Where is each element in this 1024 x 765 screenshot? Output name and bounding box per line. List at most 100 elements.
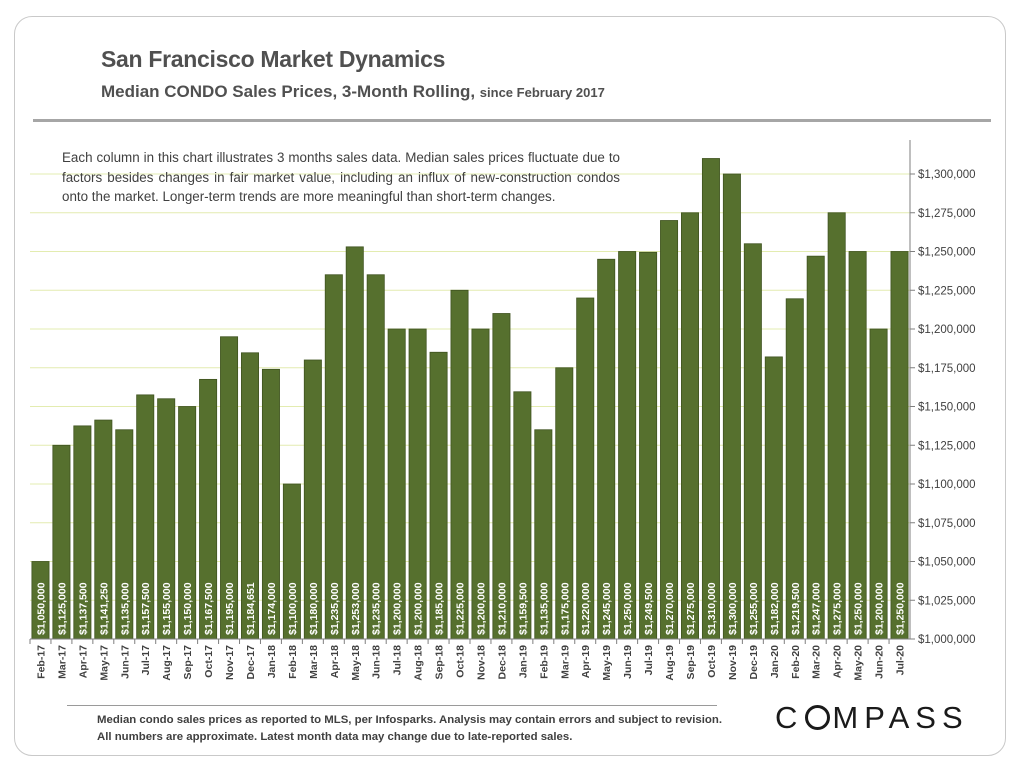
y-tick-label: $1,200,000 [918,324,976,336]
x-tick-label: Feb-18 [287,645,299,679]
x-tick-label: Jan-19 [517,645,529,678]
x-tick-label: Aug-18 [413,645,425,681]
x-tick-label: Feb-17 [35,645,47,679]
subtitle-date-range: since February 2017 [479,85,605,100]
x-tick-label: Jun-18 [371,645,383,679]
header-divider [33,119,991,122]
x-tick-label: Mar-20 [811,645,823,679]
bar [681,212,699,640]
logo-text-mpass: MPASS [832,700,969,735]
y-tick-label: $1,175,000 [918,363,976,375]
bar-value-label: $1,253,000 [350,582,362,635]
bar [639,251,658,640]
x-tick-label: Jul-18 [392,645,404,676]
bar [806,255,825,640]
bar-value-label: $1,184,651 [245,582,257,635]
y-tick-label: $1,225,000 [918,285,976,297]
x-tick-label: Oct-17 [203,645,215,678]
bar-value-label: $1,135,000 [119,582,131,635]
bar-value-label: $1,157,500 [140,582,152,635]
bar-value-label: $1,050,000 [35,582,47,635]
x-tick-label: Aug-17 [161,645,173,681]
x-tick-label: Mar-18 [308,645,320,679]
bar-value-label: $1,135,000 [538,582,550,635]
bar-value-label: $1,247,000 [811,582,823,635]
compass-logo: C MPASS [775,700,969,736]
bar-value-label: $1,195,000 [224,582,236,635]
x-tick-label: May-20 [853,645,865,681]
bar-value-label: $1,249,500 [643,582,655,635]
x-tick-label: Nov-18 [475,645,487,680]
bar-value-label: $1,125,000 [56,582,68,635]
bar [827,212,846,640]
bar [743,243,762,640]
bar [848,251,867,640]
bar-value-label: $1,270,000 [664,582,676,635]
y-tick-label: $1,275,000 [918,208,976,220]
x-tick-label: May-18 [350,645,362,681]
bar-value-label: $1,137,500 [77,582,89,635]
x-tick-label: Apr-20 [832,645,844,678]
footnote: Median condo sales prices as reported to… [97,714,722,743]
bar-value-label: $1,200,000 [413,582,425,635]
bar-value-label: $1,220,000 [580,582,592,635]
x-tick-label: Mar-17 [56,645,68,679]
x-tick-label: Jul-19 [643,645,655,676]
x-tick-label: May-17 [98,645,110,681]
x-tick-label: Apr-17 [77,645,89,678]
bar-value-label: $1,210,000 [496,582,508,635]
x-tick-label: Jun-20 [874,645,886,679]
x-tick-label: Jul-20 [895,645,907,676]
bar-value-label: $1,250,000 [895,582,907,635]
x-tick-label: Oct-18 [455,645,467,678]
bar [701,158,720,640]
subtitle-main: Median CONDO Sales Prices, 3-Month Rolli… [101,82,476,101]
bar-value-label: $1,275,000 [832,582,844,635]
chart-note: Each column in this chart illustrates 3 … [62,150,620,205]
bar-value-label: $1,155,000 [161,582,173,635]
y-tick-label: $1,250,000 [918,247,976,259]
bar [345,246,364,640]
bar-value-label: $1,219,500 [790,582,802,635]
logo-text-c: C [775,700,804,735]
axes: $1,000,000 $1,025,000 $1,050,000 $1,075,000… [29,140,976,681]
chart-subtitle: Median CONDO Sales Prices, 3-Month Rolli… [101,82,605,102]
x-tick-label: Jan-18 [266,645,278,678]
bar-value-label: $1,255,000 [748,582,760,635]
x-tick-label: Jan-20 [769,645,781,678]
bar-value-label: $1,185,000 [434,582,446,635]
bar-value-label: $1,310,000 [706,582,718,635]
bars: $1,050,000 $1,125,000 $1,137,500 $1,141,250… [31,158,909,640]
y-tick-label: $1,100,000 [918,479,976,491]
x-tick-label: Sep-17 [182,645,194,680]
y-tick-label: $1,050,000 [918,557,976,569]
bar [722,173,741,640]
y-tick-label: $1,125,000 [918,440,976,452]
y-tick-label: $1,300,000 [918,169,976,181]
y-tick-label: $1,150,000 [918,402,976,414]
bar-value-label: $1,200,000 [874,582,886,635]
bar [660,220,679,640]
x-tick-label: Oct-19 [706,645,718,678]
footnote-divider [67,705,717,706]
bar-value-label: $1,167,500 [203,582,215,635]
x-tick-label: Feb-19 [538,645,550,679]
bar [597,258,616,640]
x-tick-label: Jun-17 [119,645,131,679]
x-tick-label: Jun-19 [622,645,634,679]
x-tick-label: Dec-19 [748,645,760,680]
x-tick-label: Apr-18 [329,645,341,678]
bar [618,251,637,640]
x-tick-label: Nov-19 [727,645,739,680]
x-tick-label: Feb-20 [790,645,802,679]
bar-value-label: $1,200,000 [392,582,404,635]
x-tick-label: May-19 [601,645,613,681]
x-tick-label: Dec-18 [496,645,508,680]
y-tick-label: $1,075,000 [918,518,976,530]
x-tick-label: Aug-19 [664,645,676,681]
grid-lines [30,173,910,601]
bar-value-label: $1,245,000 [601,582,613,635]
chart-title: San Francisco Market Dynamics [101,46,446,72]
bar-value-label: $1,150,000 [182,582,194,635]
